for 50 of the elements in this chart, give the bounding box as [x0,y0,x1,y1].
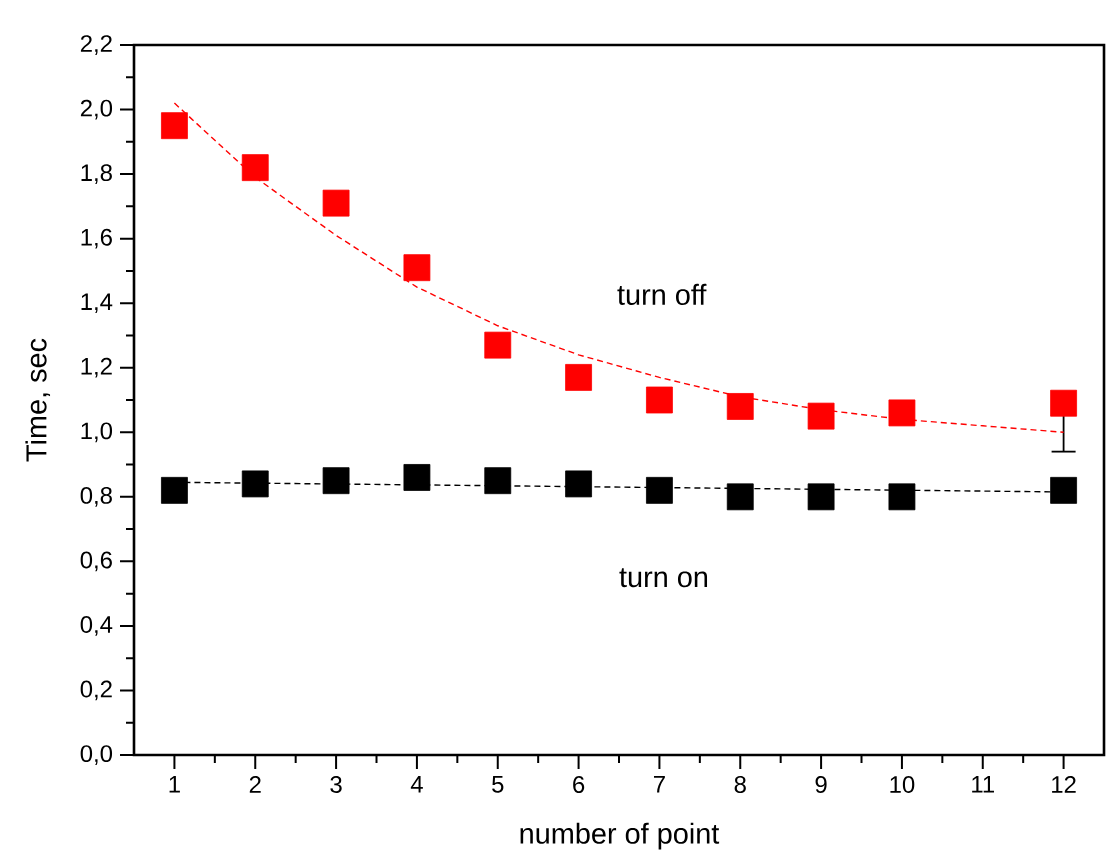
point [241,154,269,182]
point [565,364,592,391]
point [161,112,188,140]
y-tick-label: 0,8 [80,486,112,507]
point [726,483,754,511]
x-tick-label: 6 [573,776,585,793]
point [403,254,431,282]
x-tick-label: 8 [734,776,746,793]
x-tick-label: 2 [249,776,261,793]
point [1050,389,1077,417]
point [807,483,835,511]
y-tick-label: 0,0 [80,745,113,765]
point [888,399,916,427]
point [646,476,673,504]
y-tick-label: 1,4 [81,293,113,313]
point [726,393,754,420]
y-tick-label: 0,4 [80,616,113,636]
point [1050,476,1077,504]
y-tick-label: 1,8 [81,164,112,184]
point [484,467,512,495]
text: turn on [619,568,708,588]
text: turn off [617,283,707,306]
x-tick-label: 1 [169,776,180,793]
y-tick-label: 2,2 [80,35,112,55]
y-tick-label: 0,6 [80,551,112,572]
y-tick-label: 1,2 [81,357,112,378]
x-tick-label: 10 [890,776,915,793]
x-tick-label: 11 [972,776,994,793]
point [403,464,431,491]
y-tick-label: 1,0 [81,422,113,443]
y-tick-label: 0,2 [80,680,112,701]
x-tick-label: 9 [815,776,827,793]
y-axis-title: Time, sec [25,338,51,462]
x-tick-label: 5 [492,776,504,793]
point [322,467,350,495]
point [565,470,592,498]
x-axis-title: number of point [520,822,720,850]
point [161,476,188,504]
point [807,402,835,430]
point [241,470,269,498]
y-tick-label: 1,6 [81,228,112,249]
x-tick-label: 4 [410,776,423,793]
point [646,386,673,414]
point [484,331,512,359]
point [322,189,350,217]
x-tick-label: 7 [653,776,665,793]
x-tick-label: 12 [1052,776,1076,793]
x-tick-label: 3 [330,776,342,793]
y-tick-label: 2,0 [80,99,113,120]
point [888,483,916,511]
